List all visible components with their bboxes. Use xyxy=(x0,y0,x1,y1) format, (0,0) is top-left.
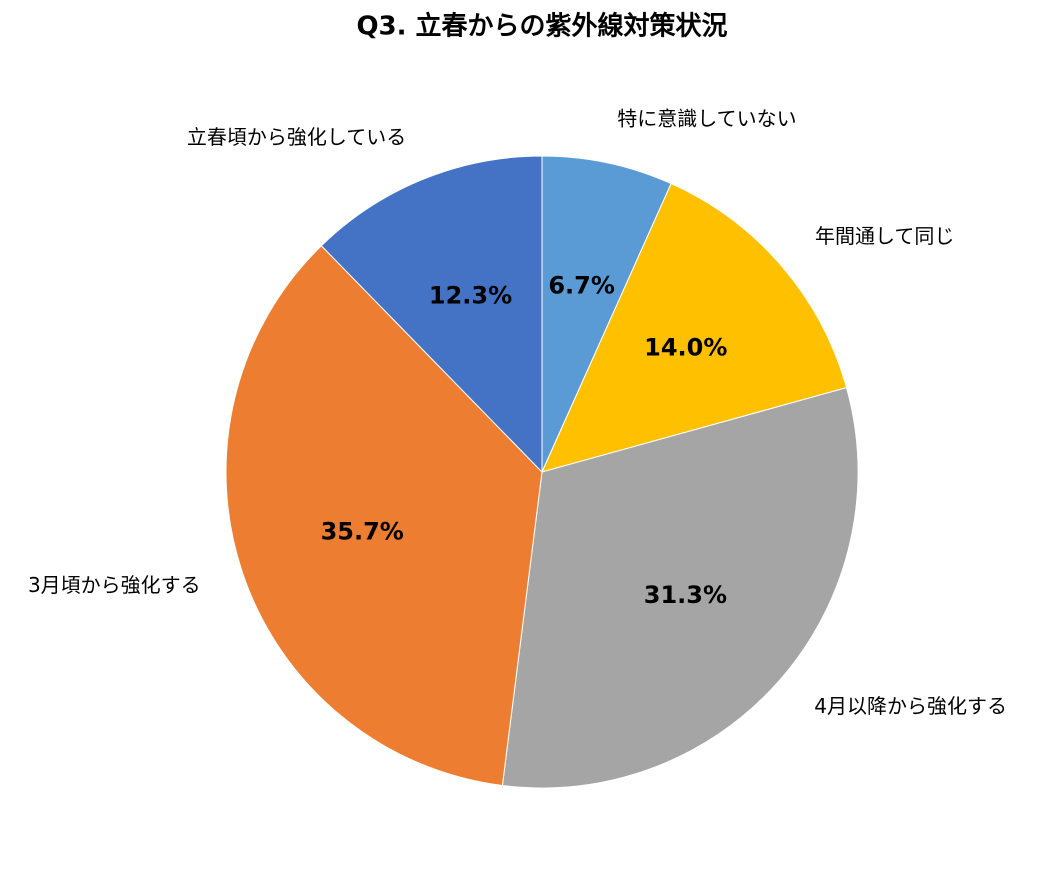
value-label: 6.7% xyxy=(548,272,615,300)
category-label: 立春頃から強化している xyxy=(187,125,406,149)
category-label: 4月以降から強化する xyxy=(814,694,1007,718)
category-label: 特に意識していない xyxy=(617,106,796,130)
category-label: 3月頃から強化する xyxy=(28,573,201,597)
pie-slice xyxy=(541,182,848,473)
value-label: 14.0% xyxy=(644,333,727,361)
value-label: 31.3% xyxy=(644,581,727,609)
pie-slice xyxy=(541,155,672,473)
pie-slice xyxy=(320,155,543,474)
category-label: 年間通して同じ xyxy=(815,224,954,248)
value-label: 35.7% xyxy=(321,517,404,545)
pie-slice xyxy=(225,245,543,787)
pie-slice xyxy=(501,387,859,789)
chart-title: Q3. 立春からの紫外線対策状況 xyxy=(356,11,727,42)
value-label: 12.3% xyxy=(429,281,512,309)
